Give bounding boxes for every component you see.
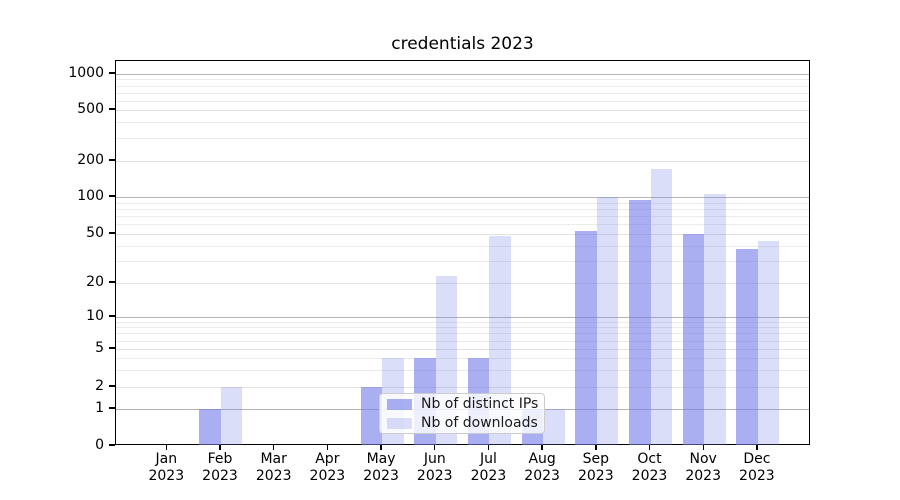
minor-gridline xyxy=(116,92,809,94)
y-tick-mark-10 xyxy=(109,315,115,317)
y-tick-mark-1 xyxy=(109,407,115,409)
legend-item-downloads: Nb of downloads xyxy=(387,414,544,433)
y-tick-label-500: 500 xyxy=(77,101,104,117)
x-tick-mark-may xyxy=(380,445,382,450)
labeled-minor-gridline xyxy=(116,234,809,235)
bar-distinct-ips-feb xyxy=(199,409,221,445)
x-tick-label-apr: Apr 2023 xyxy=(309,451,346,484)
bar-downloads-dec xyxy=(757,240,780,445)
x-tick-label-aug: Aug 2023 xyxy=(524,451,560,484)
x-tick-label-oct: Oct 2023 xyxy=(631,451,668,484)
minor-gridline xyxy=(116,85,809,87)
minor-gridline xyxy=(116,327,809,329)
y-tick-label-50: 50 xyxy=(86,225,104,241)
minor-gridline xyxy=(116,208,809,210)
labeled-minor-gridline xyxy=(116,110,809,111)
y-tick-mark-100 xyxy=(109,195,115,197)
major-gridline xyxy=(116,74,809,75)
x-tick-mark-dec xyxy=(756,445,758,450)
x-tick-label-mar: Mar 2023 xyxy=(255,451,292,484)
x-tick-mark-nov xyxy=(702,445,704,450)
y-tick-label-5: 5 xyxy=(95,340,104,356)
x-tick-mark-oct xyxy=(648,445,651,450)
labeled-minor-gridline xyxy=(116,283,809,284)
legend-item-distinct-ips: Nb of distinct IPs xyxy=(387,395,544,414)
y-tick-label-20: 20 xyxy=(86,274,104,290)
minor-gridline xyxy=(116,100,809,102)
y-tick-label-1000: 1000 xyxy=(68,65,104,81)
x-tick-mark-feb xyxy=(219,445,221,450)
y-tick-label-200: 200 xyxy=(77,152,104,168)
x-tick-mark-apr xyxy=(326,445,329,450)
x-tick-mark-jul xyxy=(487,445,490,450)
bar-downloads-jul xyxy=(489,236,511,445)
labeled-minor-gridline xyxy=(116,387,809,388)
bar-distinct-ips-oct xyxy=(629,199,651,445)
x-tick-label-may: May 2023 xyxy=(363,451,399,484)
major-gridline xyxy=(116,197,809,198)
bar-downloads-aug xyxy=(543,409,565,445)
minor-gridline xyxy=(116,138,809,140)
bar-distinct-ips-sep xyxy=(575,230,597,445)
y-tick-mark-20 xyxy=(109,281,115,283)
minor-gridline xyxy=(116,370,809,372)
minor-gridline xyxy=(116,245,809,247)
x-tick-label-jan: Jan 2023 xyxy=(148,451,185,484)
labeled-minor-gridline xyxy=(116,161,809,162)
bar-distinct-ips-may xyxy=(360,387,383,445)
bar-downloads-sep xyxy=(596,197,619,445)
bar-downloads-feb xyxy=(220,387,243,445)
x-tick-label-sep: Sep 2023 xyxy=(577,451,614,484)
x-tick-mark-sep xyxy=(595,445,597,450)
x-tick-mark-mar xyxy=(272,445,275,450)
y-tick-mark-0 xyxy=(109,444,115,446)
bar-downloads-oct xyxy=(650,169,672,445)
y-tick-label-1: 1 xyxy=(95,400,104,416)
y-tick-mark-200 xyxy=(109,159,115,161)
x-tick-label-nov: Nov 2023 xyxy=(685,451,721,484)
minor-gridline xyxy=(116,261,809,263)
bar-distinct-ips-nov xyxy=(682,234,705,445)
plot-area xyxy=(115,60,810,445)
x-tick-mark-jun xyxy=(434,445,436,450)
y-tick-label-2: 2 xyxy=(95,378,104,394)
legend-swatch-distinct-ips-icon xyxy=(387,398,412,410)
minor-gridline xyxy=(116,216,809,218)
major-gridline xyxy=(116,317,809,318)
x-tick-label-feb: Feb 2023 xyxy=(202,451,238,484)
y-tick-label-100: 100 xyxy=(77,188,104,204)
bar-downloads-nov xyxy=(704,194,726,445)
legend-label-downloads: Nb of downloads xyxy=(421,415,538,431)
legend: Nb of distinct IPs Nb of downloads xyxy=(379,393,545,434)
minor-gridline xyxy=(116,122,809,124)
y-tick-mark-2 xyxy=(109,385,115,387)
x-tick-mark-jan xyxy=(165,445,167,450)
x-tick-label-dec: Dec 2023 xyxy=(739,451,775,484)
x-tick-mark-aug xyxy=(541,445,543,450)
minor-gridline xyxy=(116,358,809,360)
x-tick-label-jul: Jul 2023 xyxy=(470,451,507,484)
y-tick-mark-5 xyxy=(109,347,115,349)
y-tick-label-10: 10 xyxy=(86,308,104,324)
legend-swatch-downloads-icon xyxy=(387,417,412,429)
minor-gridline xyxy=(116,224,809,226)
y-tick-mark-50 xyxy=(109,232,115,234)
y-tick-label-0: 0 xyxy=(95,437,104,453)
bar-distinct-ips-dec xyxy=(736,248,758,445)
y-tick-mark-1000 xyxy=(109,72,115,74)
chart-title: credentials 2023 xyxy=(391,34,534,54)
x-tick-label-jun: Jun 2023 xyxy=(416,451,453,484)
minor-gridline xyxy=(116,79,809,81)
minor-gridline xyxy=(116,340,809,342)
minor-gridline xyxy=(116,321,809,323)
minor-gridline xyxy=(116,202,809,204)
legend-label-distinct-ips: Nb of distinct IPs xyxy=(421,396,539,412)
labeled-minor-gridline xyxy=(116,349,809,350)
y-tick-mark-500 xyxy=(109,108,115,110)
minor-gridline xyxy=(116,333,809,335)
